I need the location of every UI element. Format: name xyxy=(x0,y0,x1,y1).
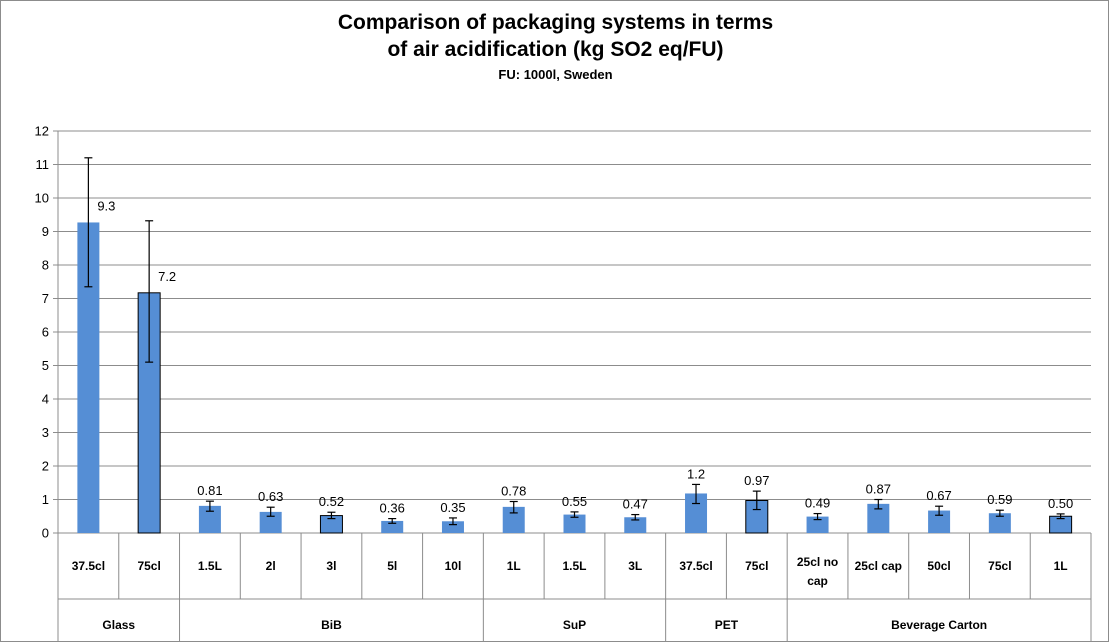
category-label: 37.5cl xyxy=(72,559,105,573)
data-label: 7.2 xyxy=(158,269,176,284)
data-label: 0.87 xyxy=(866,482,891,497)
bar xyxy=(685,493,708,533)
category-label: 1L xyxy=(507,559,521,573)
y-tick-label: 4 xyxy=(42,392,49,407)
category-label: 25cl cap xyxy=(855,559,902,573)
chart-title-block: Comparison of packaging systems in terms… xyxy=(1,9,1109,85)
y-tick-label: 6 xyxy=(42,325,49,340)
category-label: cap xyxy=(807,574,828,588)
bar xyxy=(988,513,1011,533)
chart-title-line-2: of air acidification (kg SO2 eq/FU) xyxy=(387,38,724,61)
y-tick-label: 12 xyxy=(35,124,49,139)
bar xyxy=(928,510,951,533)
bar xyxy=(867,503,890,533)
group-label: Beverage Carton xyxy=(891,618,987,632)
y-tick-label: 8 xyxy=(42,258,49,273)
group-label: SuP xyxy=(563,618,586,632)
category-label: 2l xyxy=(266,559,276,573)
data-label: 0.50 xyxy=(1048,496,1073,511)
chart-subtitle: FU: 1000l, Sweden xyxy=(498,67,613,82)
data-label: 0.78 xyxy=(501,484,526,499)
bar xyxy=(259,511,282,533)
category-label: 75cl xyxy=(137,559,160,573)
y-tick-label: 5 xyxy=(42,358,49,373)
group-label: PET xyxy=(715,618,739,632)
category-label: 1L xyxy=(1054,559,1068,573)
data-label: 0.81 xyxy=(197,483,222,498)
data-label: 0.67 xyxy=(926,488,951,503)
y-tick-label: 11 xyxy=(36,157,50,172)
y-tick-label: 1 xyxy=(42,492,49,507)
group-label: Glass xyxy=(102,618,135,632)
data-label: 0.63 xyxy=(258,489,283,504)
y-tick-label: 7 xyxy=(42,291,49,306)
group-label: BiB xyxy=(321,618,342,632)
category-label: 3l xyxy=(326,559,336,573)
data-label: 0.47 xyxy=(623,497,648,512)
y-tick-label: 10 xyxy=(35,191,49,206)
data-label: 0.52 xyxy=(319,494,344,509)
category-label: 75cl xyxy=(988,559,1011,573)
y-tick-label: 9 xyxy=(42,224,49,239)
bar xyxy=(806,516,829,533)
category-label: 1.5L xyxy=(198,559,222,573)
bar xyxy=(563,514,586,533)
chart-title-line-1: Comparison of packaging systems in terms xyxy=(337,11,774,34)
category-label: 3L xyxy=(628,559,642,573)
category-label: 25cl no xyxy=(797,555,838,569)
category-label: 75cl xyxy=(745,559,768,573)
data-label: 9.3 xyxy=(97,198,115,213)
data-label: 0.49 xyxy=(805,496,830,511)
y-tick-label: 2 xyxy=(42,459,49,474)
bar xyxy=(624,517,647,533)
bar xyxy=(198,505,221,533)
data-label: 0.55 xyxy=(562,494,587,509)
data-label: 0.36 xyxy=(380,501,405,516)
y-tick-label: 0 xyxy=(42,526,49,541)
bar xyxy=(381,520,404,533)
category-label: 10l xyxy=(445,559,462,573)
category-label: 37.5cl xyxy=(679,559,712,573)
category-label: 5l xyxy=(387,559,397,573)
data-label: 0.59 xyxy=(987,492,1012,507)
bar xyxy=(502,506,525,533)
bar xyxy=(77,222,100,533)
data-label: 0.35 xyxy=(440,500,465,515)
y-tick-label: 3 xyxy=(42,425,49,440)
category-label: 1.5L xyxy=(562,559,586,573)
category-label: 50cl xyxy=(927,559,950,573)
data-label: 0.97 xyxy=(744,473,769,488)
data-label: 1.2 xyxy=(687,466,705,481)
bar xyxy=(441,521,464,533)
